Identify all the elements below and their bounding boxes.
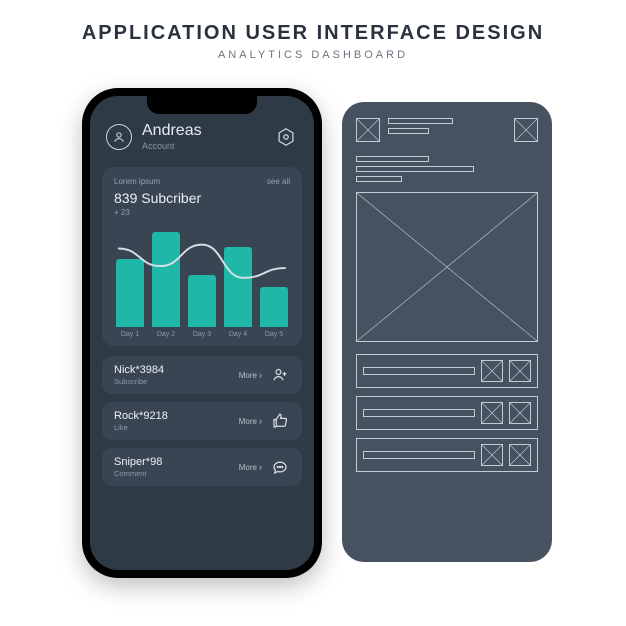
thumbs-up-icon bbox=[270, 411, 290, 431]
wireframe-avatar-placeholder bbox=[356, 118, 380, 142]
page-subtitle: ANALYTICS DASHBOARD bbox=[0, 49, 626, 61]
wireframe-line bbox=[363, 367, 475, 375]
see-all-link[interactable]: see all bbox=[267, 177, 290, 186]
wireframe-list bbox=[356, 354, 538, 472]
activity-row[interactable]: Sniper*98CommentMore › bbox=[102, 448, 302, 486]
stats-caption: Lorem ipsum bbox=[114, 177, 160, 186]
wireframe-chart-placeholder bbox=[356, 192, 538, 342]
wireframe-line bbox=[363, 451, 475, 459]
page-heading: APPLICATION USER INTERFACE DESIGN ANALYT… bbox=[0, 0, 626, 61]
activity-user: Nick*3984 bbox=[114, 364, 239, 376]
activity-action: Comment bbox=[114, 469, 239, 478]
profile-name: Andreas bbox=[142, 122, 274, 140]
phone-notch bbox=[147, 96, 257, 114]
wireframe-line bbox=[356, 156, 429, 162]
avatar-icon[interactable] bbox=[106, 124, 132, 150]
chevron-right-icon: › bbox=[259, 370, 262, 380]
wireframe-stats bbox=[356, 156, 538, 182]
wireframe-row bbox=[356, 354, 538, 388]
activity-action: Like bbox=[114, 423, 239, 432]
wireframe-line bbox=[356, 166, 474, 172]
wireframe-header bbox=[356, 118, 538, 142]
chevron-right-icon: › bbox=[259, 416, 262, 426]
settings-icon[interactable] bbox=[274, 125, 298, 149]
x-axis-label: Day 3 bbox=[188, 331, 216, 338]
user-plus-icon bbox=[270, 365, 290, 385]
wireframe-row bbox=[356, 438, 538, 472]
phone-screen: Andreas Account Lorem ipsum see all 839 … bbox=[90, 96, 314, 570]
wireframe-icon-placeholder bbox=[509, 360, 531, 382]
wireframe-row bbox=[356, 396, 538, 430]
stats-card: Lorem ipsum see all 839 Subcriber + 23 D… bbox=[102, 167, 302, 346]
x-axis-label: Day 1 bbox=[116, 331, 144, 338]
wireframe-icon-placeholder bbox=[481, 360, 503, 382]
activity-row[interactable]: Nick*3984SubscribeMore › bbox=[102, 356, 302, 394]
wireframe-line bbox=[356, 176, 402, 182]
more-link[interactable]: More › bbox=[239, 462, 262, 472]
activity-user: Rock*9218 bbox=[114, 410, 239, 422]
activity-row[interactable]: Rock*9218LikeMore › bbox=[102, 402, 302, 440]
wireframe-line bbox=[363, 409, 475, 417]
chevron-right-icon: › bbox=[259, 462, 262, 472]
more-link[interactable]: More › bbox=[239, 370, 262, 380]
subscriber-delta: + 23 bbox=[114, 208, 290, 217]
activity-user: Sniper*98 bbox=[114, 456, 239, 468]
analytics-chart bbox=[114, 227, 290, 327]
phone-frame: Andreas Account Lorem ipsum see all 839 … bbox=[82, 88, 322, 578]
subscriber-count: 839 Subcriber bbox=[114, 190, 290, 206]
x-axis-label: Day 5 bbox=[260, 331, 288, 338]
wireframe-settings-placeholder bbox=[514, 118, 538, 142]
wireframe-icon-placeholder bbox=[509, 444, 531, 466]
x-axis-label: Day 4 bbox=[224, 331, 252, 338]
wireframe-panel bbox=[342, 102, 552, 562]
chat-bubble-icon bbox=[270, 457, 290, 477]
profile-subtitle: Account bbox=[142, 141, 274, 151]
wireframe-icon-placeholder bbox=[481, 402, 503, 424]
wireframe-icon-placeholder bbox=[481, 444, 503, 466]
wireframe-line bbox=[388, 128, 429, 134]
activity-list: Nick*3984SubscribeMore ›Rock*9218LikeMor… bbox=[102, 356, 302, 486]
more-link[interactable]: More › bbox=[239, 416, 262, 426]
chart-x-axis: Day 1 Day 2 Day 3 Day 4 Day 5 bbox=[114, 327, 290, 338]
wireframe-icon-placeholder bbox=[509, 402, 531, 424]
page-title: APPLICATION USER INTERFACE DESIGN bbox=[0, 22, 626, 45]
wireframe-line bbox=[388, 118, 453, 124]
activity-action: Subscribe bbox=[114, 377, 239, 386]
x-axis-label: Day 2 bbox=[152, 331, 180, 338]
